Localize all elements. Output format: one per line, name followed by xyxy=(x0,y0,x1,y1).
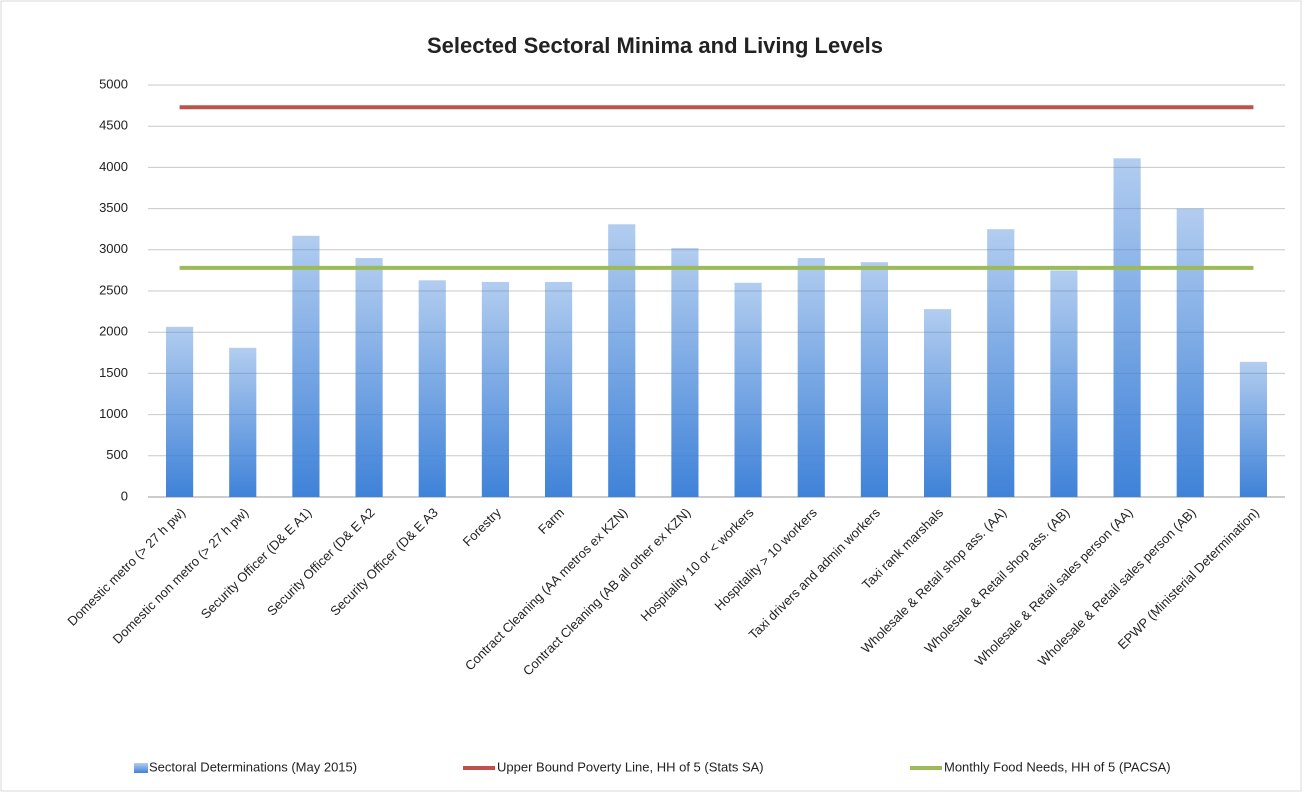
legend-swatch xyxy=(134,763,148,773)
y-tick-label: 5000 xyxy=(99,76,128,91)
bar xyxy=(608,224,636,498)
bar xyxy=(166,326,194,497)
bar xyxy=(1239,361,1267,497)
bar xyxy=(924,309,952,497)
y-tick-label: 4000 xyxy=(99,159,128,174)
y-tick-label: 0 xyxy=(121,488,128,503)
legend-label: Monthly Food Needs, HH of 5 (PACSA) xyxy=(944,759,1171,774)
y-tick-label: 2500 xyxy=(99,282,128,297)
bar xyxy=(545,281,573,497)
bar xyxy=(292,235,320,498)
bar xyxy=(987,229,1015,497)
bar xyxy=(671,248,699,497)
bar xyxy=(229,347,257,497)
bar xyxy=(418,280,446,497)
y-tick-label: 1000 xyxy=(99,406,128,421)
bar xyxy=(797,258,825,497)
bar xyxy=(1176,208,1204,497)
y-tick-label: 2000 xyxy=(99,324,128,339)
chart-title: Selected Sectoral Minima and Living Leve… xyxy=(427,33,883,58)
bar xyxy=(1050,270,1078,497)
bar xyxy=(481,281,509,497)
legend-label: Upper Bound Poverty Line, HH of 5 (Stats… xyxy=(497,759,764,774)
legend-label: Sectoral Determinations (May 2015) xyxy=(149,759,357,774)
bar xyxy=(355,258,383,497)
y-tick-label: 3000 xyxy=(99,241,128,256)
y-tick-label: 1500 xyxy=(99,365,128,380)
bar xyxy=(860,262,888,497)
bar xyxy=(1113,158,1141,497)
y-tick-label: 4500 xyxy=(99,118,128,133)
y-tick-label: 3500 xyxy=(99,200,128,215)
y-tick-label: 500 xyxy=(106,447,128,462)
bar xyxy=(734,282,762,497)
